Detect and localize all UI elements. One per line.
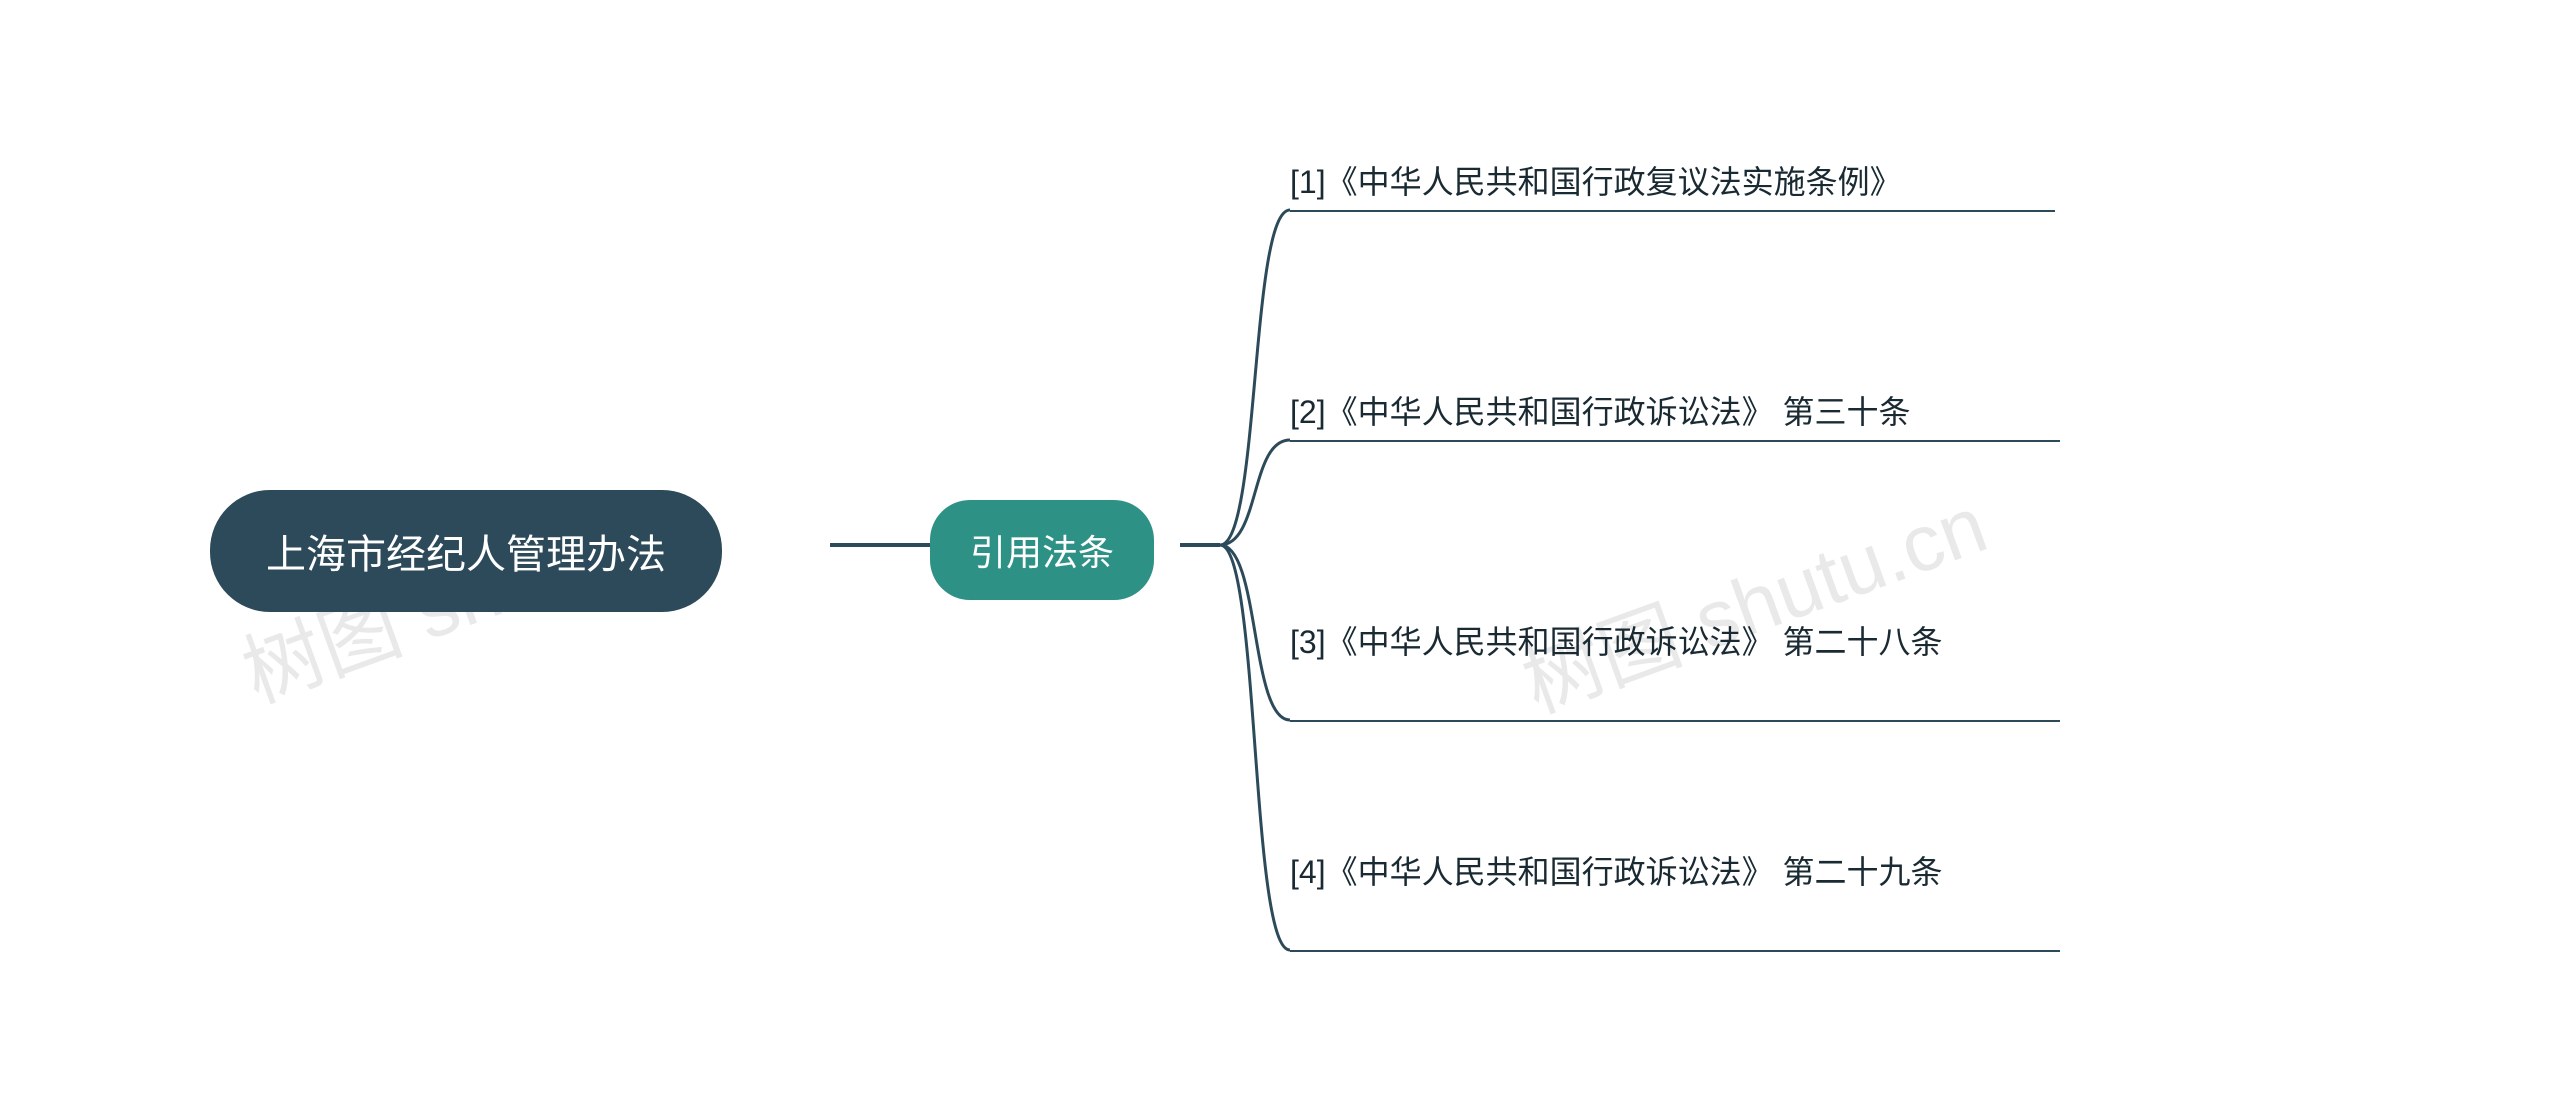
root-label: 上海市经纪人管理办法 xyxy=(266,533,666,577)
watermark-2: 树图 shutu.cn xyxy=(1505,461,2000,736)
leaf-underline-4 xyxy=(1290,950,2060,952)
leaf-label: [1]《中华人民共和国行政复议法实施条例》 xyxy=(1290,164,1902,200)
leaf-node-4[interactable]: [4]《中华人民共和国行政诉讼法》 第二十九条 xyxy=(1290,848,1942,896)
level2-node[interactable]: 引用法条 xyxy=(930,500,1154,600)
mindmap-container: 树图 shutu.cn 树图 shutu.cn 上海市经纪人管理办法 引用法条 … xyxy=(0,0,2560,1093)
leaf-node-3[interactable]: [3]《中华人民共和国行政诉讼法》 第二十八条 xyxy=(1290,618,1942,666)
watermark-text: 树图 shutu.cn xyxy=(1512,479,1998,728)
leaf-label: [2]《中华人民共和国行政诉讼法》 第三十条 xyxy=(1290,394,1910,430)
leaf-underline-1 xyxy=(1290,210,2055,212)
leaf-node-1[interactable]: [1]《中华人民共和国行政复议法实施条例》 xyxy=(1290,158,1902,206)
leaf-node-2[interactable]: [2]《中华人民共和国行政诉讼法》 第三十条 xyxy=(1290,388,1910,436)
leaf-label: [4]《中华人民共和国行政诉讼法》 第二十九条 xyxy=(1290,854,1942,890)
level2-label: 引用法条 xyxy=(970,532,1114,573)
root-node[interactable]: 上海市经纪人管理办法 xyxy=(210,490,722,612)
leaf-label: [3]《中华人民共和国行政诉讼法》 第二十八条 xyxy=(1290,624,1942,660)
leaf-underline-2 xyxy=(1290,440,2060,442)
leaf-underline-3 xyxy=(1290,720,2060,722)
